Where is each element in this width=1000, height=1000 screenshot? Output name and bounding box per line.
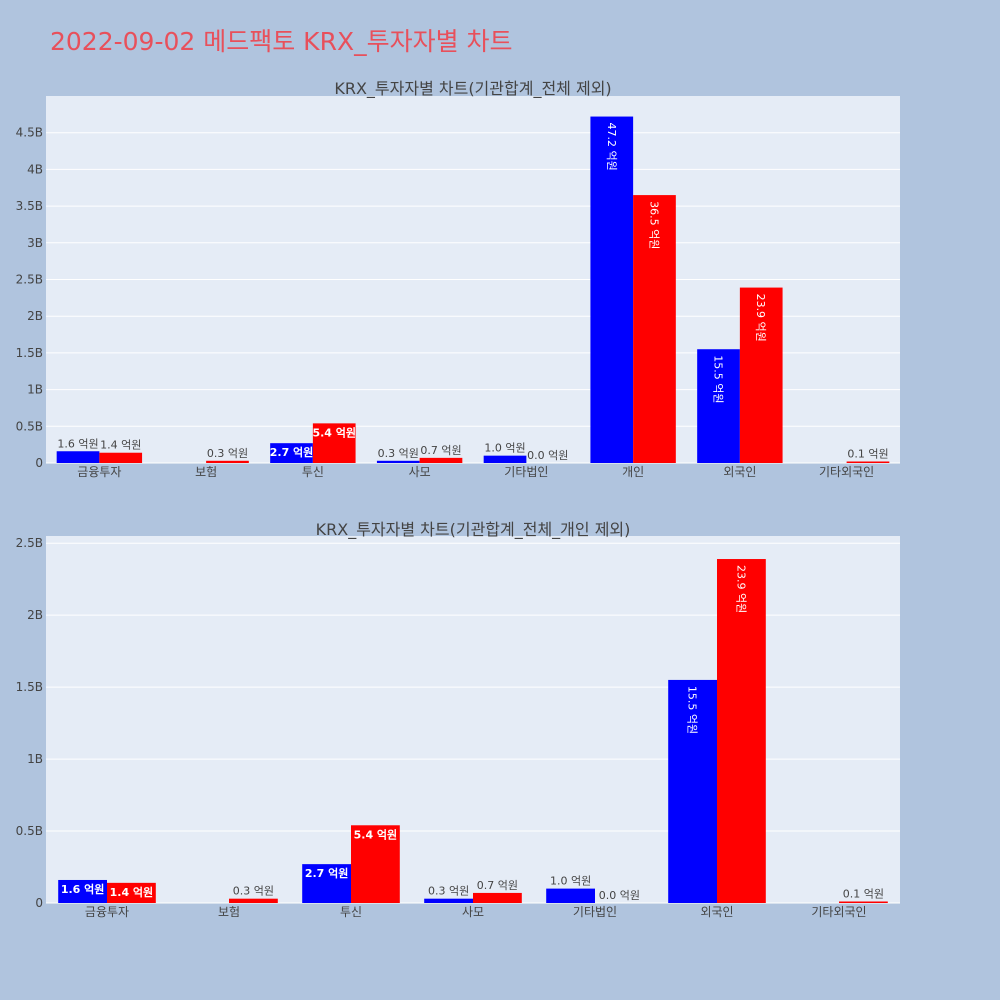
buy-bar (483, 455, 527, 463)
x-tick-label: 사모 (409, 465, 431, 479)
data-label: 0.7 억원 (420, 444, 461, 457)
sell-bar (107, 882, 156, 903)
sell-bar (633, 195, 676, 463)
x-tick-label: 투신 (340, 905, 362, 919)
x-tick-label: 투신 (302, 465, 324, 479)
x-tick-label: 금융투자 (85, 905, 129, 919)
data-label: 47.2 억원 (605, 123, 618, 171)
data-label: 0.1 억원 (843, 888, 884, 901)
sell-bar (99, 452, 143, 463)
buy-bar (376, 460, 420, 463)
chart-title-0: KRX_투자자별 차트(기관합계_전체 제외) (334, 79, 611, 99)
data-label: 1.0 억원 (550, 875, 591, 888)
data-label: 5.4 억원 (354, 827, 398, 841)
y-tick-label: 2.5B (16, 273, 43, 287)
plot-area-1 (46, 536, 900, 903)
data-label: 0.3 억원 (233, 885, 274, 898)
data-label: 15.5 억원 (686, 686, 699, 734)
x-tick-label: 개인 (622, 465, 644, 479)
y-tick-label: 0 (35, 456, 43, 470)
buy-bar (58, 879, 107, 903)
data-label: 0.3 억원 (428, 885, 469, 898)
data-label: 15.5 억원 (712, 355, 725, 403)
sell-bar (206, 460, 249, 463)
y-tick-label: 1.5B (16, 346, 43, 360)
sell-bar (839, 901, 888, 903)
y-tick-label: 4.5B (16, 126, 43, 140)
x-tick-label: 보험 (218, 905, 240, 919)
data-label: 23.9 억원 (754, 294, 767, 342)
sell-bar (229, 898, 278, 903)
y-tick-label: 1B (27, 752, 43, 766)
data-label: 1.6 억원 (57, 437, 98, 450)
y-tick-label: 2B (27, 309, 43, 323)
data-label: 5.4 억원 (312, 425, 356, 439)
data-label: 2.7 억원 (270, 445, 314, 459)
y-tick-label: 3B (27, 236, 43, 250)
y-tick-label: 2B (27, 608, 43, 622)
sell-bar (739, 287, 783, 463)
y-tick-label: 0.5B (16, 824, 43, 838)
y-tick-label: 3.5B (16, 199, 43, 213)
buy-bar (546, 888, 595, 903)
data-label: 2.7 억원 (305, 866, 349, 880)
x-tick-label: 보험 (195, 465, 217, 479)
data-label: 23.9 억원 (734, 565, 747, 613)
buy-bar (56, 451, 100, 463)
y-tick-label: 2.5B (16, 536, 43, 550)
y-tick-label: 1.5B (16, 680, 43, 694)
y-tick-label: 0 (35, 896, 43, 910)
sell-bar (717, 559, 766, 903)
data-label: 1.6 억원 (61, 882, 105, 896)
y-tick-label: 0.5B (16, 419, 43, 433)
chart-title-1: KRX_투자자별 차트(기관합계_전체_개인 제외) (316, 520, 631, 540)
data-label: 0.3 억원 (378, 447, 419, 460)
data-label: 0.1 억원 (847, 448, 888, 461)
x-tick-label: 기타법인 (504, 465, 548, 479)
x-tick-label: 사모 (462, 905, 484, 919)
x-tick-label: 외국인 (723, 465, 756, 479)
sell-bar (473, 892, 522, 903)
data-label: 0.7 억원 (477, 879, 518, 892)
sell-bar (846, 461, 890, 463)
sell-bar (312, 423, 356, 463)
sell-bar (419, 457, 463, 463)
sell-bar (351, 825, 400, 903)
x-tick-label: 기타외국인 (811, 905, 866, 919)
buy-bar (302, 864, 351, 903)
data-label: 36.5 억원 (647, 201, 660, 249)
buy-bar (424, 898, 473, 903)
data-label: 0.3 억원 (207, 447, 248, 460)
buy-bar (590, 116, 634, 463)
page-title: 2022-09-02 메드팩토 KRX_투자자별 차트 (50, 27, 513, 56)
data-label: 0.0 억원 (527, 449, 568, 462)
data-label: 1.4 억원 (100, 439, 141, 452)
x-tick-label: 외국인 (700, 905, 733, 919)
data-label: 1.4 억원 (110, 885, 154, 899)
x-tick-label: 기타외국인 (819, 465, 874, 479)
x-tick-label: 금융투자 (77, 465, 121, 479)
x-tick-label: 기타법인 (573, 905, 617, 919)
y-tick-label: 4B (27, 162, 43, 176)
buy-bar (697, 349, 740, 463)
buy-bar (668, 679, 717, 903)
y-tick-label: 1B (27, 383, 43, 397)
data-label: 1.0 억원 (484, 442, 525, 455)
buy-bar (270, 443, 313, 463)
data-label: 0.0 억원 (599, 889, 640, 902)
